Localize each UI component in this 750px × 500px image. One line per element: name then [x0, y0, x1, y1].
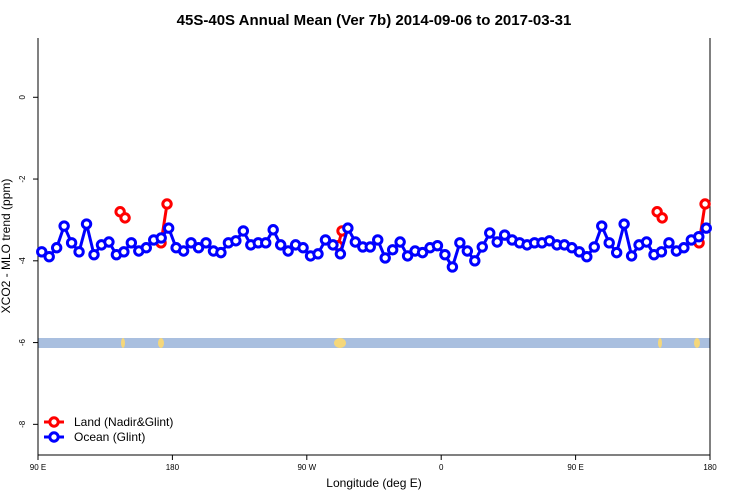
point	[260, 237, 272, 249]
point	[58, 220, 70, 232]
point	[200, 237, 212, 249]
point	[655, 246, 668, 258]
point	[103, 236, 115, 248]
point	[700, 222, 712, 234]
point	[125, 237, 138, 249]
point	[282, 245, 294, 257]
point	[379, 252, 391, 264]
point	[693, 230, 705, 243]
y-tick-label: -8	[18, 420, 27, 428]
x-tick-label: 180	[166, 463, 180, 472]
x-tick-label: 90 E	[567, 463, 583, 472]
point	[177, 245, 190, 257]
point	[439, 248, 451, 261]
point	[342, 222, 354, 234]
point	[36, 246, 48, 258]
y-tick-label: -6	[18, 338, 27, 346]
legend-marker	[48, 416, 60, 428]
y-tick-label: -4	[18, 257, 27, 265]
point	[118, 246, 130, 258]
point	[461, 245, 474, 257]
point	[119, 212, 131, 224]
point	[596, 220, 608, 232]
point	[386, 244, 399, 256]
x-tick-label: 90 E	[30, 463, 46, 472]
legend-label: Ocean (Glint)	[74, 430, 145, 444]
point	[678, 242, 690, 254]
point	[610, 246, 623, 259]
point	[155, 232, 167, 244]
point	[274, 239, 287, 251]
point	[334, 248, 347, 260]
point	[80, 218, 93, 230]
point	[491, 236, 503, 248]
point	[618, 218, 630, 230]
point	[656, 212, 668, 224]
point	[230, 235, 242, 247]
point	[581, 251, 593, 263]
x-tick-label: 90 W	[297, 463, 316, 472]
point	[498, 229, 511, 241]
point	[319, 234, 332, 246]
point	[297, 242, 309, 254]
point	[162, 222, 175, 234]
point	[625, 250, 638, 262]
point	[431, 239, 444, 252]
legend-label: Land (Nadir&Glint)	[74, 415, 173, 429]
point	[43, 251, 55, 263]
point	[50, 242, 63, 254]
point	[88, 248, 100, 261]
surface-mask	[38, 338, 710, 348]
legend-marker	[48, 431, 60, 443]
y-tick-label: -2	[18, 175, 27, 183]
point	[312, 248, 324, 260]
point	[603, 237, 615, 249]
x-tick-label: 180	[703, 463, 717, 472]
point	[588, 241, 600, 253]
point	[454, 237, 466, 249]
point	[372, 234, 384, 246]
point	[73, 246, 85, 258]
point	[161, 198, 173, 210]
point	[349, 236, 362, 248]
chart-title: 45S-40S Annual Mean (Ver 7b) 2014-09-06 …	[177, 12, 572, 29]
point	[640, 236, 653, 248]
point	[185, 237, 197, 249]
point	[699, 198, 711, 210]
x-axis-label: Longitude (deg E)	[326, 476, 421, 490]
point	[192, 242, 205, 254]
point	[476, 241, 488, 253]
point	[401, 250, 414, 262]
point	[364, 241, 376, 253]
point	[484, 227, 496, 239]
point	[416, 246, 429, 259]
point	[140, 242, 152, 254]
point	[215, 246, 227, 259]
point	[65, 237, 78, 249]
x-tick-label: 0	[439, 463, 444, 472]
point	[237, 225, 250, 237]
point	[469, 255, 481, 267]
point	[446, 261, 459, 273]
y-tick-label: 0	[18, 95, 27, 100]
point	[327, 239, 339, 251]
y-axis-label: XCO2 - MLO trend (ppm)	[0, 179, 13, 314]
point	[663, 237, 675, 249]
point	[267, 224, 279, 236]
point	[394, 236, 406, 248]
point	[573, 246, 586, 258]
